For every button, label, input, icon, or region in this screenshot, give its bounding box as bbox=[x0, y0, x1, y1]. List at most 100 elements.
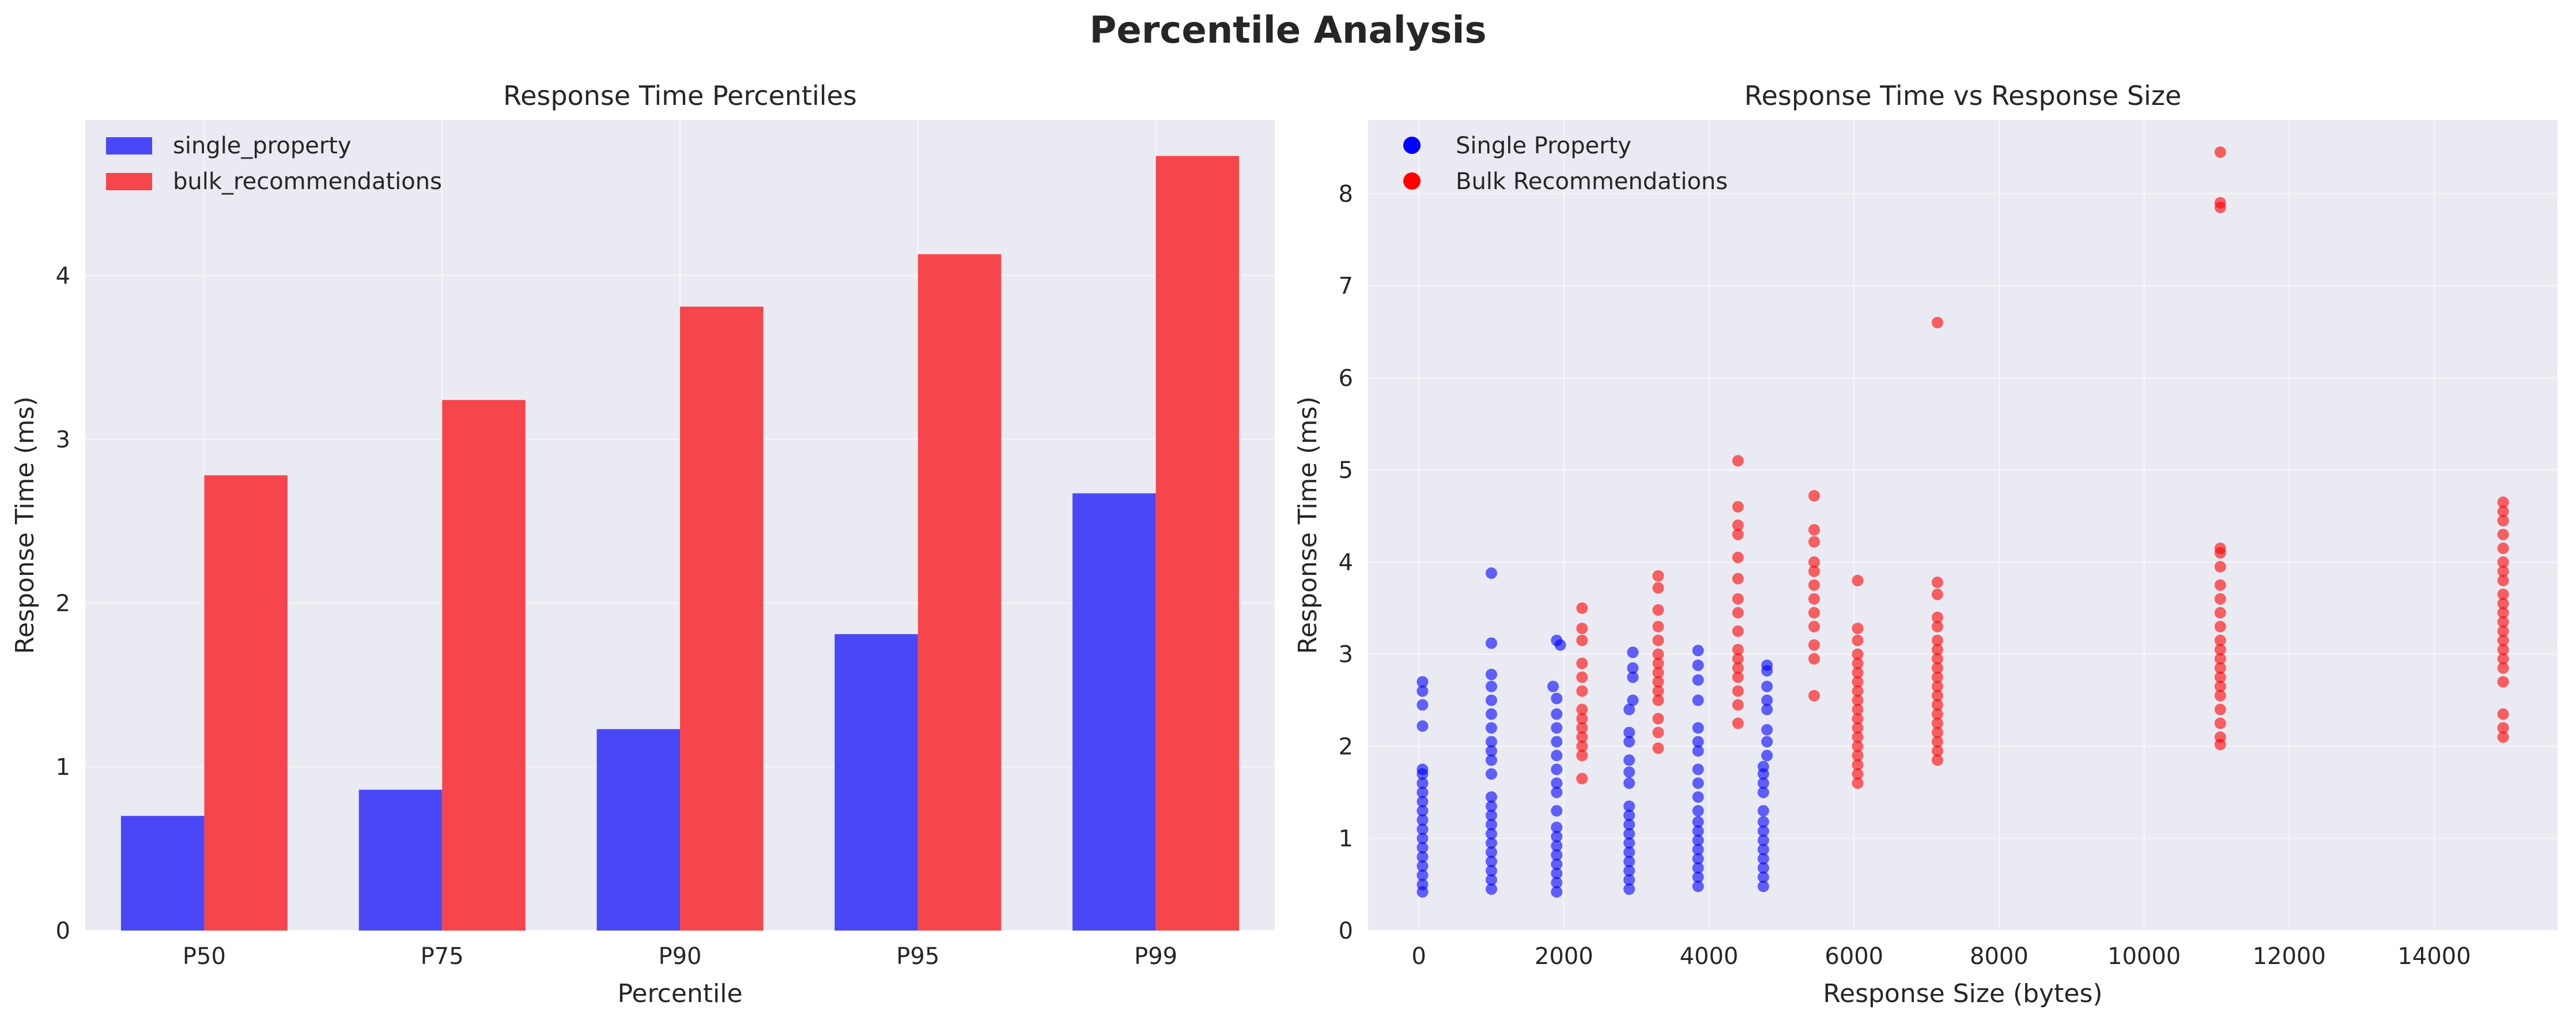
chart2-point-single-property bbox=[1692, 659, 1704, 671]
chart2-point-single-property bbox=[1417, 851, 1429, 863]
chart2-point-single-property bbox=[1551, 831, 1563, 843]
chart2-point-bulk-recommendations bbox=[1931, 736, 1943, 748]
chart2-point-bulk-recommendations bbox=[1732, 699, 1744, 711]
chart2-y-tick-label: 2 bbox=[1339, 733, 1353, 760]
chart2-point-bulk-recommendations bbox=[1852, 676, 1864, 688]
chart2-point-single-property bbox=[1417, 860, 1429, 872]
chart2-point-bulk-recommendations bbox=[1732, 551, 1744, 563]
chart2-point-bulk-recommendations bbox=[1576, 713, 1588, 725]
chart2-x-tick-label: 8000 bbox=[1970, 943, 2029, 970]
chart2-point-single-property bbox=[1485, 883, 1497, 895]
chart2-point-bulk-recommendations bbox=[1576, 685, 1588, 697]
chart2-point-single-property bbox=[1485, 819, 1497, 831]
chart2-point-single-property bbox=[1757, 834, 1769, 846]
chart2-y-tick-label: 7 bbox=[1339, 273, 1353, 300]
chart2-point-bulk-recommendations bbox=[1732, 685, 1744, 697]
chart2-legend-marker bbox=[1403, 172, 1421, 190]
chart2-point-bulk-recommendations bbox=[1931, 699, 1943, 711]
chart2-point-single-property bbox=[1623, 874, 1636, 886]
chart2-point-bulk-recommendations bbox=[1852, 648, 1864, 660]
chart2-point-bulk-recommendations bbox=[1652, 685, 1664, 697]
chart2-point-single-property bbox=[1485, 745, 1497, 757]
chart2-point-single-property bbox=[1692, 763, 1704, 775]
chart2-point-bulk-recommendations bbox=[1852, 694, 1864, 706]
chart2-point-bulk-recommendations bbox=[2214, 643, 2226, 656]
chart2-point-bulk-recommendations bbox=[1652, 713, 1664, 725]
chart2-point-bulk-recommendations bbox=[1576, 731, 1588, 743]
chart2-point-single-property bbox=[1554, 639, 1566, 651]
chart1-bar-single-property bbox=[358, 789, 443, 931]
chart2-point-bulk-recommendations bbox=[2497, 574, 2509, 586]
chart2-point-bulk-recommendations bbox=[1852, 768, 1864, 780]
chart2-point-single-property bbox=[1757, 862, 1769, 874]
chart2-point-single-property bbox=[1417, 699, 1429, 711]
chart2-point-single-property bbox=[1623, 828, 1636, 840]
chart2-point-single-property bbox=[1485, 828, 1497, 840]
chart2-point-single-property bbox=[1551, 822, 1563, 834]
chart2-point-single-property bbox=[1485, 708, 1497, 720]
chart1-x-tick-label: P95 bbox=[896, 943, 939, 970]
chart1-y-tick-label: 3 bbox=[56, 427, 70, 453]
chart2-point-bulk-recommendations bbox=[1808, 607, 1820, 619]
chart2-legend-marker bbox=[1403, 137, 1421, 154]
chart2-point-bulk-recommendations bbox=[1808, 536, 1820, 548]
chart2-point-bulk-recommendations bbox=[1576, 671, 1588, 683]
chart1-legend-label: bulk_recommendations bbox=[173, 168, 442, 195]
chart2-point-bulk-recommendations bbox=[1576, 703, 1588, 716]
chart1-y-tick-label: 4 bbox=[56, 263, 70, 289]
chart1-bar-single-property bbox=[596, 729, 680, 931]
chart2-point-single-property bbox=[1627, 671, 1639, 683]
chart2-point-bulk-recommendations bbox=[1732, 573, 1744, 585]
chart2-point-bulk-recommendations bbox=[1808, 489, 1820, 502]
chart2-y-tick-label: 3 bbox=[1339, 642, 1353, 668]
chart2-point-bulk-recommendations bbox=[2214, 717, 2226, 729]
chart2-point-bulk-recommendations bbox=[2497, 565, 2509, 577]
chart2-point-single-property bbox=[1761, 659, 1773, 671]
chart2-point-bulk-recommendations bbox=[1576, 622, 1588, 634]
chart2-point-bulk-recommendations bbox=[2214, 197, 2226, 209]
chart2-y-tick-label: 5 bbox=[1339, 457, 1353, 484]
chart2-point-bulk-recommendations bbox=[1576, 722, 1588, 734]
chart2-point-bulk-recommendations bbox=[1852, 777, 1864, 789]
chart2-point-single-property bbox=[1761, 750, 1773, 762]
chart2-point-single-property bbox=[1692, 736, 1704, 748]
chart2-point-single-property bbox=[1623, 837, 1636, 849]
chart2-point-bulk-recommendations bbox=[1732, 625, 1744, 637]
chart2-point-bulk-recommendations bbox=[1732, 501, 1744, 513]
chart2-point-single-property bbox=[1623, 726, 1636, 739]
chart2-point-bulk-recommendations bbox=[1852, 750, 1864, 762]
chart2-point-bulk-recommendations bbox=[2497, 722, 2509, 734]
chart2-point-bulk-recommendations bbox=[1931, 708, 1943, 720]
chart2-point-single-property bbox=[1485, 837, 1497, 849]
chart2-point-bulk-recommendations bbox=[1931, 620, 1943, 632]
chart1-bar-bulk-recommendations bbox=[204, 475, 288, 931]
chart2-point-bulk-recommendations bbox=[2497, 528, 2509, 540]
chart2-point-single-property bbox=[1623, 766, 1636, 778]
chart2-x-tick-label: 14000 bbox=[2397, 943, 2471, 970]
chart2-point-bulk-recommendations bbox=[1652, 634, 1664, 646]
chart2-y-tick-label: 0 bbox=[1339, 918, 1353, 944]
chart2-point-single-property bbox=[1551, 763, 1563, 775]
chart2-point-single-property bbox=[1485, 694, 1497, 706]
chart2-point-bulk-recommendations bbox=[1931, 717, 1943, 729]
chart2-point-bulk-recommendations bbox=[2497, 662, 2509, 674]
chart1-bar-bulk-recommendations bbox=[1155, 156, 1240, 931]
chart2-point-bulk-recommendations bbox=[1732, 671, 1744, 683]
chart2-point-single-property bbox=[1623, 809, 1636, 822]
chart2-point-single-property bbox=[1623, 819, 1636, 831]
chart1-bar-bulk-recommendations bbox=[917, 254, 1002, 931]
chart2-point-bulk-recommendations bbox=[2214, 146, 2226, 158]
chart2-point-single-property bbox=[1692, 805, 1704, 817]
chart2-point-bulk-recommendations bbox=[1808, 565, 1820, 577]
chart2-point-bulk-recommendations bbox=[1852, 740, 1864, 752]
chart2-point-single-property bbox=[1551, 849, 1563, 861]
chart2-x-tick-label: 2000 bbox=[1535, 943, 1593, 970]
chart2-point-single-property bbox=[1417, 814, 1429, 826]
chart2-point-bulk-recommendations bbox=[1652, 620, 1664, 632]
chart2-point-bulk-recommendations bbox=[1732, 653, 1744, 665]
chart2-point-bulk-recommendations bbox=[1576, 602, 1588, 614]
chart2-point-bulk-recommendations bbox=[1808, 690, 1820, 702]
chart2-point-bulk-recommendations bbox=[1576, 740, 1588, 752]
chart2-point-bulk-recommendations bbox=[2497, 496, 2509, 509]
chart2-point-bulk-recommendations bbox=[1652, 666, 1664, 679]
